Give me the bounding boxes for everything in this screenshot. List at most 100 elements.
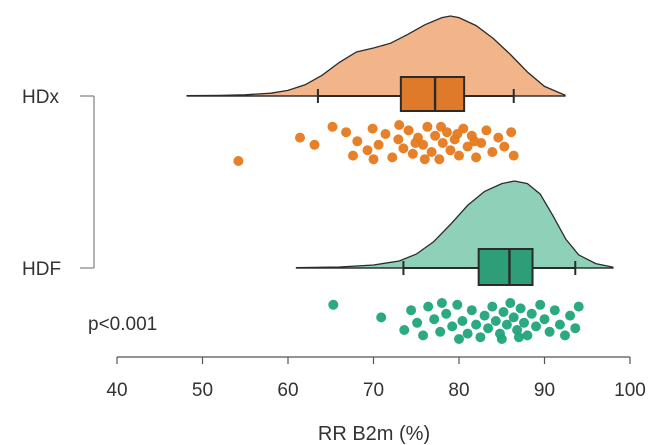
x-tick-label-100: 100 — [614, 380, 646, 401]
group-hdx: HDx — [22, 15, 566, 166]
x-tick-label-70: 70 — [363, 380, 384, 401]
group-label-hdx: HDx — [22, 87, 59, 108]
point-hdf-10 — [447, 321, 458, 332]
point-hdx-3 — [327, 121, 338, 132]
point-hdf-14 — [466, 305, 477, 316]
point-hdx-26 — [454, 150, 464, 161]
point-hdx-6 — [352, 136, 363, 147]
point-hdf-2 — [399, 325, 410, 335]
point-hdf-32 — [535, 299, 546, 310]
point-hdf-15 — [471, 319, 482, 330]
point-hdf-35 — [549, 305, 560, 316]
point-hdf-30 — [526, 308, 537, 319]
point-hdx-28 — [462, 141, 473, 152]
point-hdf-29 — [522, 330, 533, 341]
point-hdx-32 — [481, 125, 492, 136]
point-hdf-19 — [487, 301, 498, 312]
point-hdx-43 — [394, 120, 405, 130]
p-value-annotation: p<0.001 — [88, 314, 157, 335]
point-hdx-39 — [419, 154, 430, 165]
point-hdf-24 — [505, 298, 516, 308]
point-hdx-8 — [367, 123, 378, 134]
point-hdx-22 — [437, 138, 448, 148]
group-hdf: HDF — [22, 180, 614, 344]
point-hdf-9 — [441, 308, 452, 319]
point-hdf-33 — [539, 314, 550, 325]
point-hdx-18 — [422, 121, 433, 132]
point-hdf-17 — [479, 310, 490, 321]
point-hdx-40 — [436, 121, 446, 132]
point-hdx-34 — [493, 132, 504, 143]
point-hdf-20 — [490, 316, 501, 326]
point-hdf-38 — [565, 310, 576, 321]
x-tick-label-60: 60 — [277, 380, 298, 401]
box-hdf — [477, 248, 534, 286]
point-hdf-12 — [457, 316, 468, 326]
point-hdx-41 — [452, 129, 463, 139]
point-hdf-0 — [328, 299, 339, 310]
point-hdx-13 — [398, 143, 409, 154]
x-tick-label-40: 40 — [106, 380, 127, 401]
point-hdx-33 — [487, 147, 498, 157]
point-hdx-24 — [445, 145, 456, 156]
x-tick-label-90: 90 — [534, 380, 555, 401]
point-hdx-35 — [499, 141, 510, 152]
point-hdf-31 — [531, 321, 541, 332]
point-hdx-14 — [403, 125, 414, 136]
point-hdf-13 — [462, 328, 473, 339]
point-hdx-37 — [508, 150, 519, 161]
point-hdf-5 — [418, 330, 429, 341]
point-hdf-3 — [406, 305, 417, 316]
density-hdf — [295, 180, 614, 269]
point-hdx-5 — [348, 150, 358, 161]
point-hdf-27 — [515, 303, 526, 314]
point-hdf-39 — [570, 323, 581, 334]
density-hdx — [186, 15, 566, 97]
point-hdx-15 — [407, 148, 418, 159]
x-tick-label-50: 50 — [192, 380, 213, 401]
point-hdf-43 — [496, 334, 507, 344]
groups-layer: HDx HDF — [22, 15, 614, 344]
point-hdx-44 — [368, 154, 379, 165]
point-hdx-4 — [341, 127, 352, 138]
point-hdx-11 — [387, 152, 398, 163]
point-hdf-28 — [519, 317, 529, 328]
point-hdx-10 — [380, 129, 391, 139]
point-hdx-20 — [430, 130, 441, 141]
x-axis: 40 50 60 70 80 90 100 — [106, 356, 646, 401]
x-tick-label-80: 80 — [448, 380, 469, 401]
point-hdx-42 — [469, 136, 480, 147]
point-hdx-21 — [434, 154, 445, 165]
point-hdx-19 — [426, 147, 437, 157]
point-hdf-18 — [483, 323, 494, 334]
point-hdf-7 — [429, 314, 440, 325]
point-hdx-7 — [362, 145, 373, 156]
group-label-hdf: HDF — [22, 259, 61, 280]
point-hdf-44 — [513, 332, 524, 343]
point-hdx-30 — [471, 152, 482, 163]
point-hdx-36 — [506, 127, 517, 138]
point-hdx-1 — [295, 132, 305, 143]
point-hdf-8 — [435, 326, 446, 337]
point-hdf-4 — [412, 317, 423, 328]
point-hdx-38 — [410, 138, 421, 148]
point-hdf-37 — [560, 330, 570, 341]
point-hdx-2 — [309, 139, 320, 150]
point-hdf-36 — [554, 319, 565, 330]
point-hdf-1 — [376, 312, 387, 323]
point-hdf-16 — [475, 332, 486, 343]
point-hdf-41 — [436, 298, 447, 308]
point-hdf-40 — [573, 301, 584, 312]
x-axis-label: RR B2m (%) — [318, 423, 430, 445]
point-hdf-11 — [452, 299, 463, 310]
point-hdf-23 — [501, 319, 512, 330]
point-hdx-0 — [233, 156, 244, 166]
point-hdf-22 — [498, 307, 509, 317]
point-hdx-9 — [373, 139, 384, 150]
point-hdf-42 — [454, 334, 464, 344]
point-hdf-25 — [508, 312, 519, 323]
box-hdx — [399, 76, 466, 112]
point-hdf-34 — [544, 326, 555, 337]
point-hdx-12 — [393, 134, 404, 145]
